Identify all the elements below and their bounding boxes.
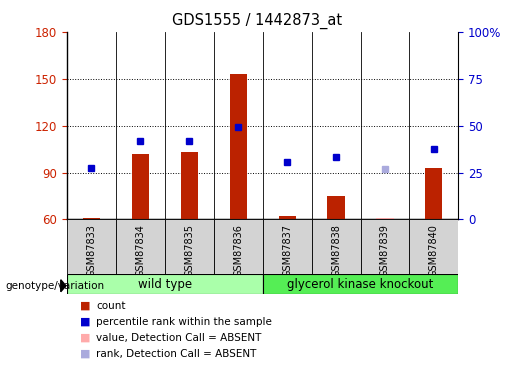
Text: GSM87833: GSM87833 <box>87 224 96 277</box>
Text: glycerol kinase knockout: glycerol kinase knockout <box>287 278 434 291</box>
Bar <box>328 196 345 219</box>
Text: ■: ■ <box>80 301 90 310</box>
Text: GSM87839: GSM87839 <box>380 224 390 277</box>
Bar <box>132 154 149 219</box>
Text: percentile rank within the sample: percentile rank within the sample <box>96 317 272 327</box>
Bar <box>263 219 312 274</box>
Text: GSM87835: GSM87835 <box>184 224 194 277</box>
Bar <box>165 219 214 274</box>
Bar <box>425 168 442 219</box>
Bar <box>312 219 360 274</box>
Text: GSM87838: GSM87838 <box>331 224 341 277</box>
Bar <box>263 274 458 294</box>
Text: count: count <box>96 301 126 310</box>
Text: value, Detection Call = ABSENT: value, Detection Call = ABSENT <box>96 333 262 343</box>
Text: rank, Detection Call = ABSENT: rank, Detection Call = ABSENT <box>96 349 256 359</box>
Bar <box>230 74 247 219</box>
Bar <box>67 219 116 274</box>
Text: genotype/variation: genotype/variation <box>5 281 104 291</box>
Bar <box>409 219 458 274</box>
Text: GSM87840: GSM87840 <box>429 224 439 277</box>
Bar <box>214 219 263 274</box>
Bar <box>376 218 393 219</box>
Polygon shape <box>61 280 66 292</box>
Bar <box>83 218 100 219</box>
Bar <box>181 152 198 219</box>
Bar <box>279 216 296 219</box>
Bar <box>116 219 165 274</box>
Bar <box>67 274 263 294</box>
Text: GDS1555 / 1442873_at: GDS1555 / 1442873_at <box>173 13 342 29</box>
Text: GSM87834: GSM87834 <box>135 224 145 277</box>
Text: ■: ■ <box>80 317 90 327</box>
Text: ■: ■ <box>80 333 90 343</box>
Text: GSM87837: GSM87837 <box>282 224 292 277</box>
Text: ■: ■ <box>80 349 90 359</box>
Text: wild type: wild type <box>138 278 192 291</box>
Text: GSM87836: GSM87836 <box>233 224 243 277</box>
Bar <box>360 219 409 274</box>
